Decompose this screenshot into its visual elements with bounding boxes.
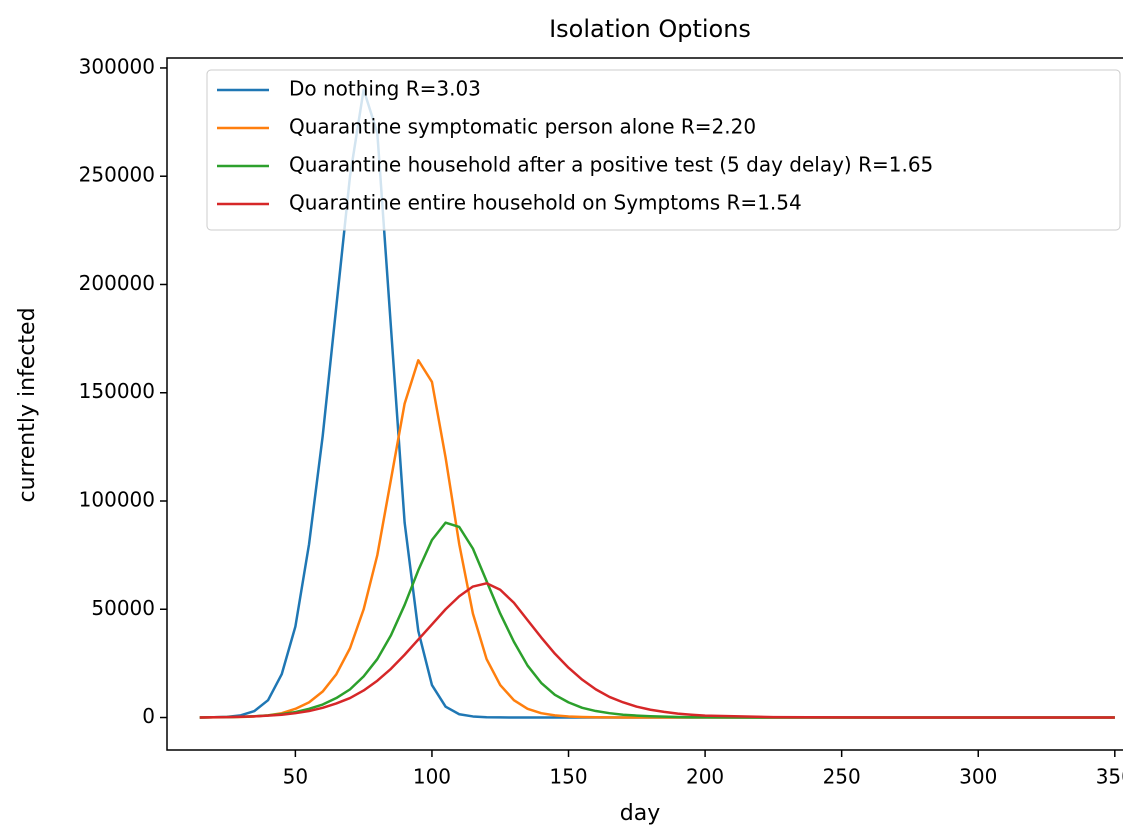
series-line <box>199 582 1115 719</box>
chart-title: Isolation Options <box>549 15 751 43</box>
x-tick-label: 150 <box>549 765 587 789</box>
y-tick-label: 50000 <box>91 596 155 620</box>
legend-label: Quarantine symptomatic person alone R=2.… <box>289 115 756 139</box>
x-axis-label: day <box>620 801 660 826</box>
x-tick-label: 100 <box>413 765 451 789</box>
plot-frame <box>166 57 1123 751</box>
x-tick-label: 50 <box>283 765 308 789</box>
series-line <box>199 521 1115 719</box>
series-line <box>199 359 1115 719</box>
x-tick-label: 350 <box>1096 765 1123 789</box>
y-tick-label: 0 <box>142 704 155 728</box>
y-axis-label: currently infected <box>15 307 40 502</box>
x-tick-label: 200 <box>686 765 724 789</box>
y-tick-label: 300000 <box>79 54 155 78</box>
legend-label: Quarantine household after a positive te… <box>289 153 933 177</box>
y-tick-label: 100000 <box>79 488 155 512</box>
y-tick-label: 200000 <box>79 271 155 295</box>
legend-label: Do nothing R=3.03 <box>289 77 481 101</box>
legend-label: Quarantine entire household on Symptoms … <box>289 191 802 215</box>
y-tick-label: 250000 <box>79 163 155 187</box>
y-tick-label: 150000 <box>79 379 155 403</box>
x-tick-label: 250 <box>823 765 861 789</box>
x-tick-label: 300 <box>959 765 997 789</box>
legend-box <box>206 69 1121 231</box>
